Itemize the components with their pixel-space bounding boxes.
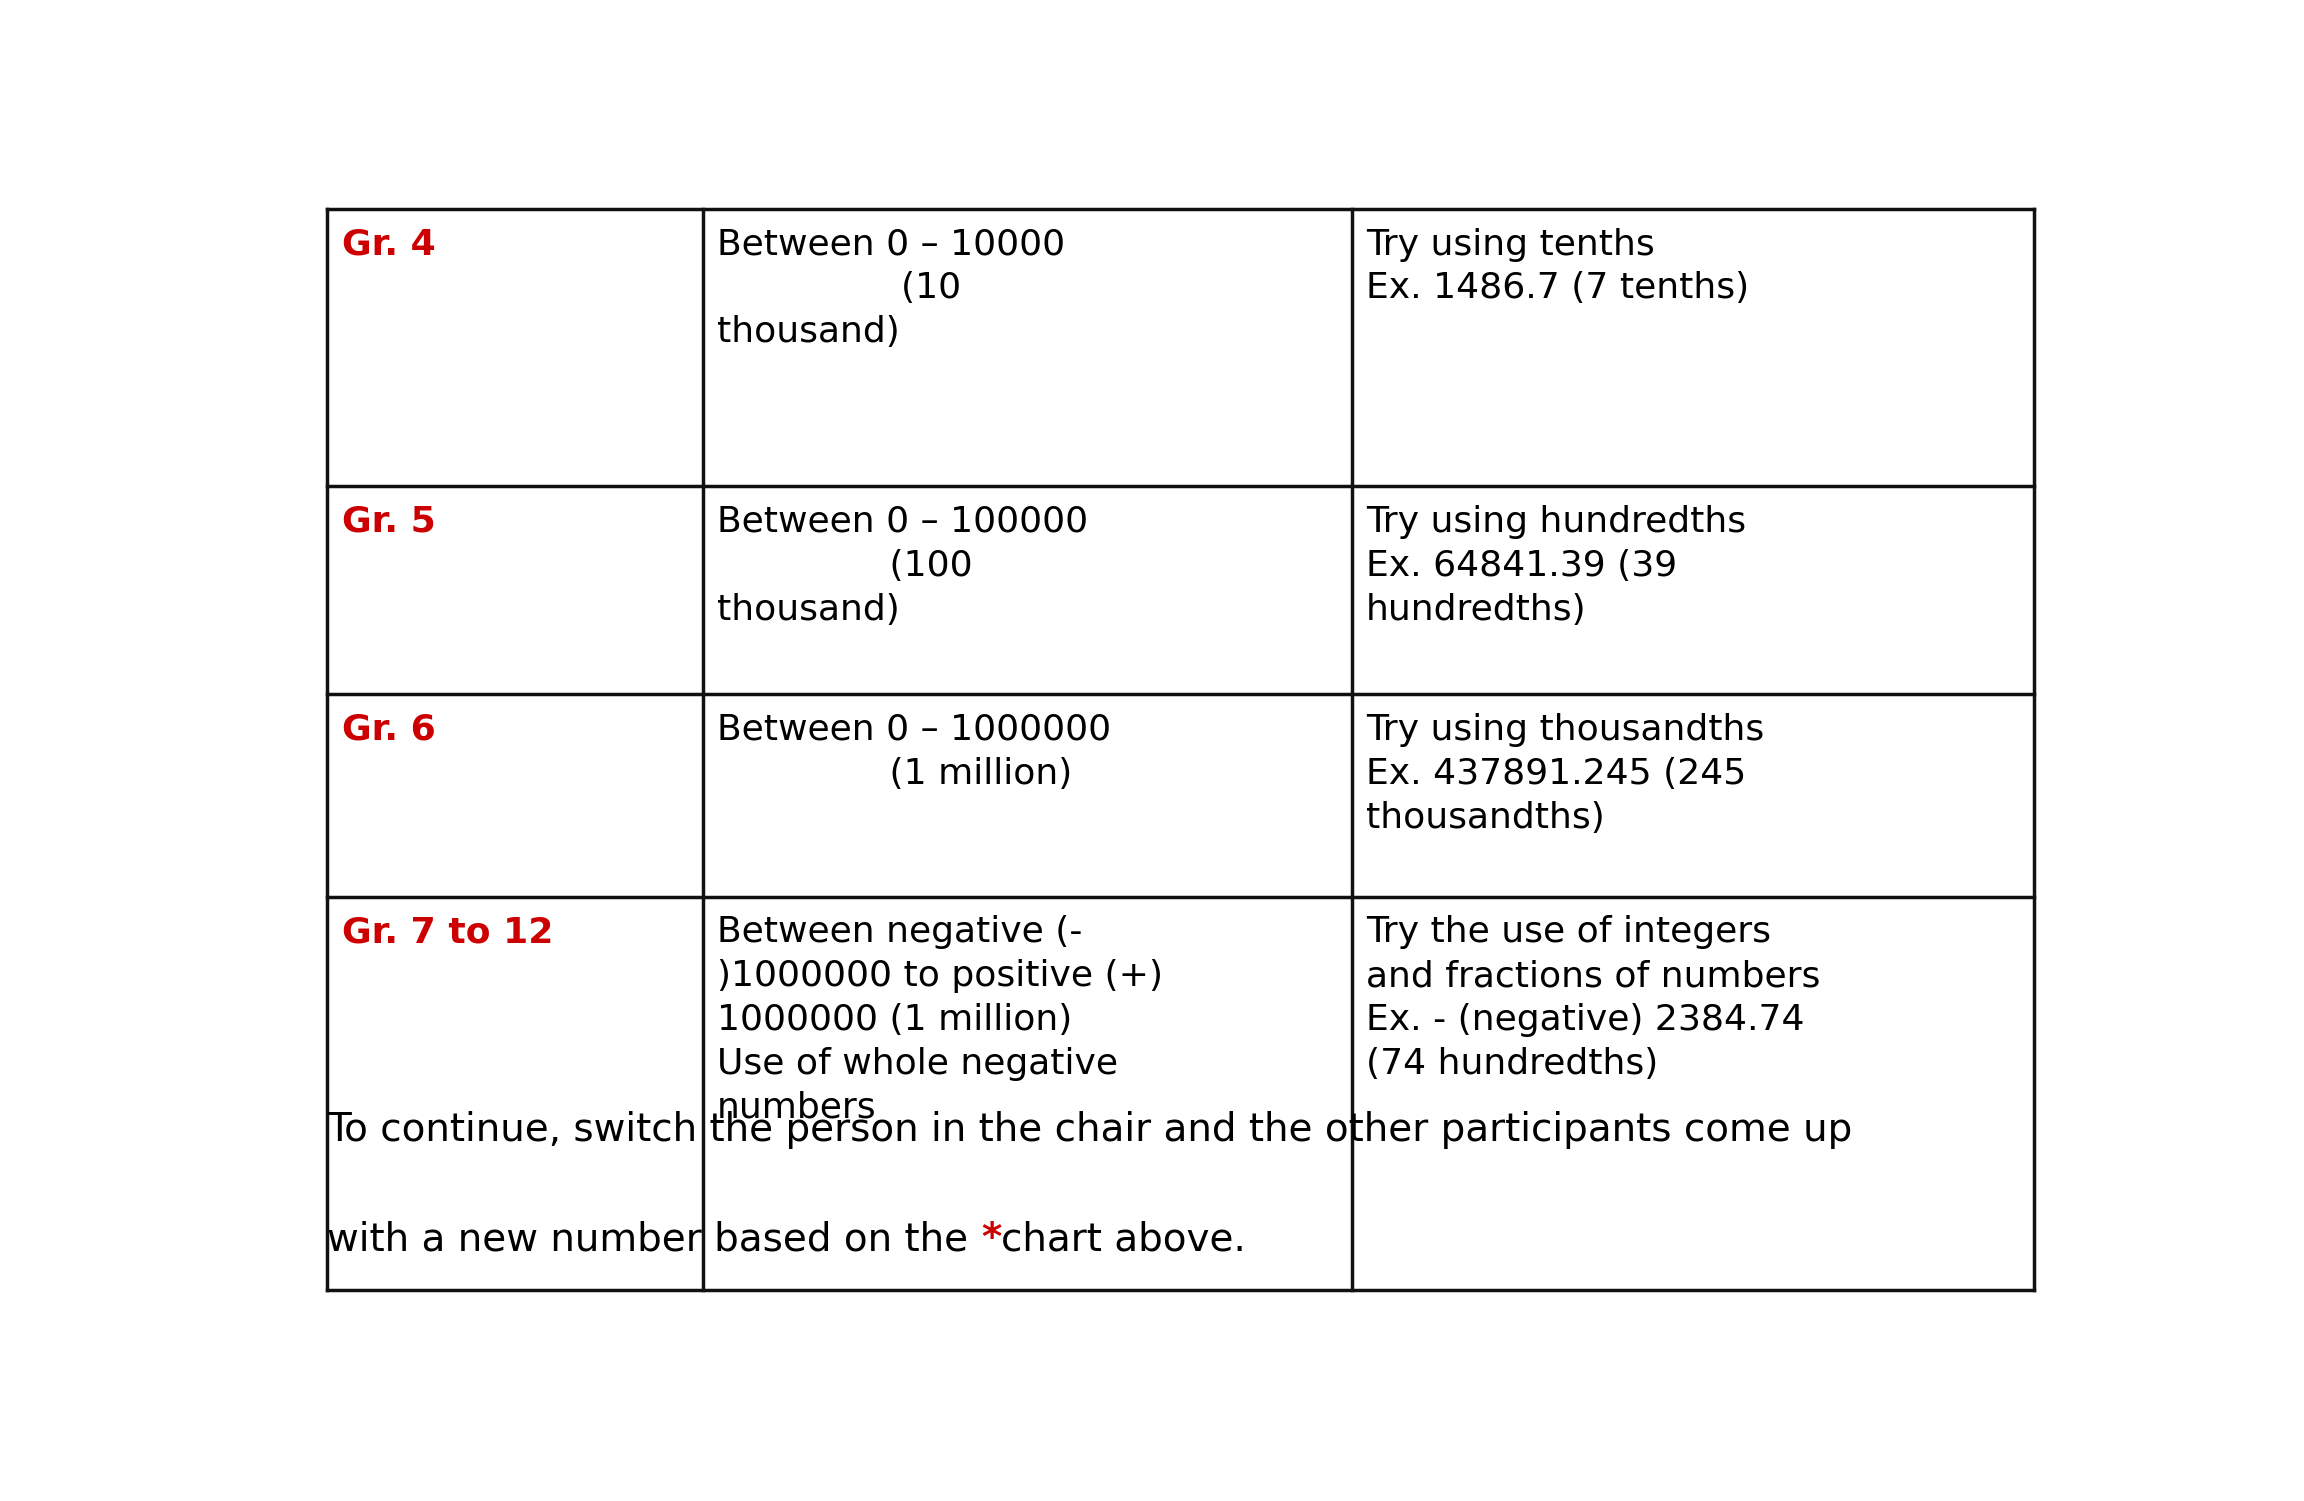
Text: chart above.: chart above. — [1000, 1220, 1246, 1258]
Text: Ex. 437891.245 (245: Ex. 437891.245 (245 — [1366, 757, 1746, 791]
Text: Gr. 7 to 12: Gr. 7 to 12 — [341, 916, 553, 949]
Text: numbers: numbers — [717, 1091, 878, 1124]
Text: To continue, switch the person in the chair and the other participants come up: To continue, switch the person in the ch… — [327, 1111, 1852, 1148]
Text: Gr. 5: Gr. 5 — [341, 504, 435, 539]
Text: Ex. - (negative) 2384.74: Ex. - (negative) 2384.74 — [1366, 1003, 1804, 1037]
Text: and fractions of numbers: and fractions of numbers — [1366, 959, 1820, 994]
Text: Between 0 – 1000000: Between 0 – 1000000 — [717, 713, 1111, 747]
Text: )1000000 to positive (+): )1000000 to positive (+) — [717, 959, 1164, 994]
Text: Try the use of integers: Try the use of integers — [1366, 916, 1772, 949]
Text: (74 hundredths): (74 hundredths) — [1366, 1048, 1659, 1081]
Text: Use of whole negative: Use of whole negative — [717, 1048, 1117, 1081]
Text: Between 0 – 100000: Between 0 – 100000 — [717, 504, 1087, 539]
Text: Try using thousandths: Try using thousandths — [1366, 713, 1765, 747]
Text: hundredths): hundredths) — [1366, 593, 1587, 627]
Text: (1 million): (1 million) — [717, 757, 1071, 791]
Text: thousand): thousand) — [717, 593, 901, 627]
Text: Gr. 4: Gr. 4 — [341, 228, 435, 261]
Text: Ex. 1486.7 (7 tenths): Ex. 1486.7 (7 tenths) — [1366, 272, 1749, 305]
Text: Try using hundredths: Try using hundredths — [1366, 504, 1746, 539]
Text: thousandths): thousandths) — [1366, 800, 1604, 835]
Text: with a new number based on the: with a new number based on the — [327, 1220, 982, 1258]
Text: Ex. 64841.39 (39: Ex. 64841.39 (39 — [1366, 549, 1677, 582]
Text: 1000000 (1 million): 1000000 (1 million) — [717, 1003, 1071, 1037]
Text: thousand): thousand) — [717, 315, 901, 350]
Text: (10: (10 — [717, 272, 961, 305]
Text: Between negative (-: Between negative (- — [717, 916, 1083, 949]
Text: Between 0 – 10000: Between 0 – 10000 — [717, 228, 1064, 261]
Text: *: * — [982, 1220, 1000, 1258]
Text: Gr. 6: Gr. 6 — [341, 713, 435, 747]
Text: (100: (100 — [717, 549, 972, 582]
Text: Try using tenths: Try using tenths — [1366, 228, 1654, 261]
